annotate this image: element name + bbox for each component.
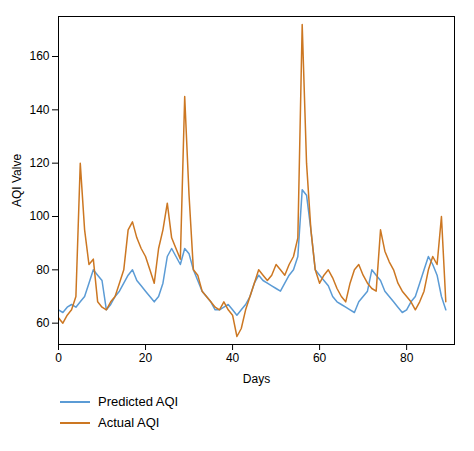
svg-text:AQI Valve: AQI Valve [10,154,24,207]
svg-text:0: 0 [55,351,62,365]
svg-text:100: 100 [29,209,49,223]
svg-text:Days: Days [243,372,270,386]
svg-text:40: 40 [226,351,240,365]
html-text:Actual AQI: Actual AQI [98,415,160,430]
svg-text:160: 160 [29,49,49,63]
html-text:Predicted AQI: Predicted AQI [98,394,179,409]
svg-text:80: 80 [400,351,414,365]
svg-text:80: 80 [36,263,50,277]
svg-text:60: 60 [313,351,327,365]
svg-text:60: 60 [36,316,50,330]
svg-text:140: 140 [29,103,49,117]
svg-text:20: 20 [139,351,153,365]
svg-text:120: 120 [29,156,49,170]
